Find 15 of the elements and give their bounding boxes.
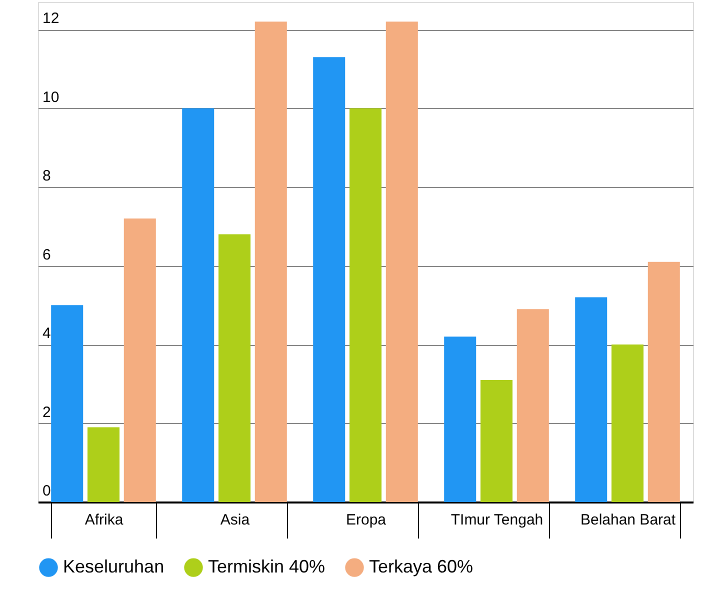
x-tick-label: Asia [220, 512, 250, 528]
y-tick-label: 8 [42, 168, 51, 185]
y-tick-label: 12 [42, 10, 60, 28]
y-tick-label: 6 [42, 246, 51, 264]
x-tick-label: TImur Tengah [450, 512, 544, 528]
y-tick-label: 4 [42, 325, 51, 342]
x-tick-label: Eropa [346, 512, 387, 528]
y-tick-label: 0 [42, 482, 51, 500]
x-tick-label: Afrika [84, 512, 124, 528]
legend-label: Keseluruhan [63, 556, 164, 577]
y-tick-label: 2 [42, 404, 51, 421]
legend-label: Terkaya 60% [369, 556, 474, 577]
legend-label: Termiskin 40% [208, 556, 326, 577]
x-tick-label: Belahan Barat [580, 512, 676, 528]
y-tick-label: 10 [42, 88, 60, 106]
